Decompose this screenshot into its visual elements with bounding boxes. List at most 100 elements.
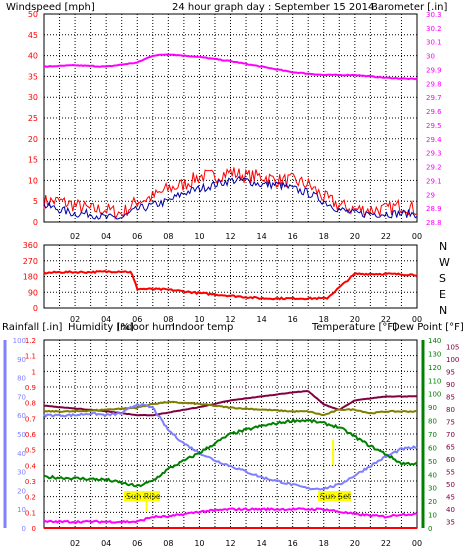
humidity-series-line [43, 402, 418, 491]
temperature-tick-label: 50 [428, 458, 437, 466]
direction-panel-x-tick: 06 [132, 315, 142, 324]
windspeed-tick-label: 35 [28, 72, 38, 81]
dew-point-tick-label: 100 [446, 356, 459, 364]
humidity-tick-label: 90 [17, 356, 26, 364]
sunrise-annotation: Sun Rise [124, 491, 161, 501]
rainfall-axis-title: Rainfall [.in] [2, 322, 63, 333]
temperature-panel-x-tick: 18 [319, 539, 329, 548]
wind-panel-x-tick: 00 [412, 232, 422, 241]
rainfall-tick-label: 0.3 [25, 478, 36, 486]
dew-point-tick-label: 65 [446, 444, 455, 452]
wind-panel-x-tick: 16 [288, 232, 298, 241]
dew-point-tick-label: 75 [446, 418, 455, 426]
temperature-tick-label: 120 [428, 364, 441, 372]
wind-panel-x-tick: 08 [163, 232, 173, 241]
humidity-tick-label: 20 [17, 487, 26, 495]
temperature-tick-label: 60 [428, 444, 437, 452]
barometer-tick-label: 29.5 [426, 122, 442, 130]
dew-point-tick-label: 50 [446, 481, 455, 489]
chart-marks: 0510152025303540455028.828.92929.129.229… [3, 10, 459, 548]
windspeed-tick-label: 5 [33, 197, 38, 206]
barometer-tick-label: 29.6 [426, 108, 442, 116]
windspeed-tick-label: 30 [28, 93, 38, 102]
wind-panel-x-tick: 04 [101, 232, 111, 241]
temperature-tick-label: 100 [428, 391, 441, 399]
indoor-temp-series-line [43, 389, 418, 417]
temperature-tick-label: 90 [428, 404, 437, 412]
barometer-tick-label: 29.4 [426, 136, 442, 144]
direction-panel-x-tick: 08 [163, 315, 173, 324]
barometer-tick-label: 28.8 [426, 219, 442, 227]
humidity-tick-label: 60 [17, 412, 26, 420]
indoor-hum-series-line [43, 400, 418, 416]
direction-label-e: E [439, 288, 446, 301]
rainfall-tick-label: 0.2 [25, 494, 36, 502]
temperature-panel-x-tick: 14 [256, 539, 266, 548]
humidity-tick-label: 50 [17, 431, 26, 439]
direction-panel-x-tick: 02 [70, 315, 80, 324]
dew-point-tick-label: 85 [446, 393, 455, 401]
direction-panel-x-tick: 18 [319, 315, 329, 324]
dew-point-tick-label: 45 [446, 494, 455, 502]
temperature-tick-label: 20 [428, 498, 437, 506]
windspeed-tick-label: 15 [28, 156, 38, 165]
windspeed-axis-title: Windspeed [mph] [6, 2, 95, 13]
temperature-tick-label: 0 [428, 525, 432, 533]
direction-panel-x-tick: 00 [412, 315, 422, 324]
temperature-axis-title: Temperature [°F] [311, 322, 397, 333]
sunset-annotation: Sun Set [318, 491, 351, 501]
temperature-tick-label: 40 [428, 471, 437, 479]
humidity-tick-label: 0 [22, 525, 26, 533]
windspeed-tick-label: 0 [33, 218, 38, 227]
rainfall-tick-label: 0.9 [25, 384, 36, 392]
wind-panel-x-tick: 22 [381, 232, 391, 241]
direction-label-n-bottom: N [439, 304, 447, 317]
direction-label-s: S [439, 272, 446, 285]
direction-panel-x-tick: 20 [350, 315, 360, 324]
humidity-tick-label: 70 [17, 393, 26, 401]
barometer-tick-label: 30.2 [426, 25, 442, 33]
rainfall-tick-label: 0.1 [25, 509, 36, 517]
rainfall-tick-label: 1.1 [25, 353, 36, 361]
barometer-tick-label: 29.1 [426, 177, 442, 185]
windspeed-tick-label: 20 [28, 135, 38, 144]
windspeed-tick-label: 45 [28, 31, 38, 40]
windspeed-tick-label: 50 [28, 10, 38, 19]
barometer-tick-label: 30 [426, 53, 435, 61]
humidity-tick-label: 80 [17, 375, 26, 383]
windspeed-tick-label: 40 [28, 52, 38, 61]
temperature-panel-x-tick: 00 [412, 539, 422, 548]
indoor-hum-title: Indoor hum [117, 322, 175, 333]
temperature-panel-x-tick: 20 [350, 539, 360, 548]
dew-point-tick-label: 55 [446, 469, 455, 477]
wind-panel-x-tick: 18 [319, 232, 329, 241]
direction-tick-label: 90 [28, 288, 38, 297]
rainfall-tick-label: 0.5 [25, 447, 36, 455]
temperature-panel-x-tick: 02 [70, 539, 80, 548]
dew-point-series-line [43, 506, 418, 524]
windspeed-series-line [43, 175, 418, 220]
humidity-axis-title: Humidity [%] [68, 322, 134, 333]
rainfall-tick-label: 0.7 [25, 415, 36, 423]
dew-point-tick-label: 35 [446, 519, 455, 527]
temperature-panel-x-tick: 10 [194, 539, 204, 548]
humidity-tick-label: 30 [17, 469, 26, 477]
barometer-tick-label: 29.9 [426, 66, 442, 74]
barometer-tick-label: 29.2 [426, 164, 442, 172]
barometer-tick-label: 29.3 [426, 150, 442, 158]
wind-panel-x-tick: 10 [194, 232, 204, 241]
temperature-panel-x-tick: 12 [225, 539, 235, 548]
direction-tick-label: 0 [33, 304, 38, 313]
direction-panel-x-tick: 16 [288, 315, 298, 324]
wind-direction-series-line [43, 270, 417, 301]
temperature-tick-label: 80 [428, 418, 437, 426]
temperature-tick-label: 30 [428, 485, 437, 493]
direction-panel-x-tick: 14 [256, 315, 266, 324]
temperature-panel-x-tick: 16 [288, 539, 298, 548]
chart-title: 24 hour graph day : September 15 2014 [172, 2, 374, 13]
rainfall-tick-label: 1 [32, 368, 36, 376]
barometer-series-line [43, 53, 418, 81]
rainfall-tick-label: 0 [32, 525, 36, 533]
barometer-tick-label: 30.1 [426, 39, 442, 47]
